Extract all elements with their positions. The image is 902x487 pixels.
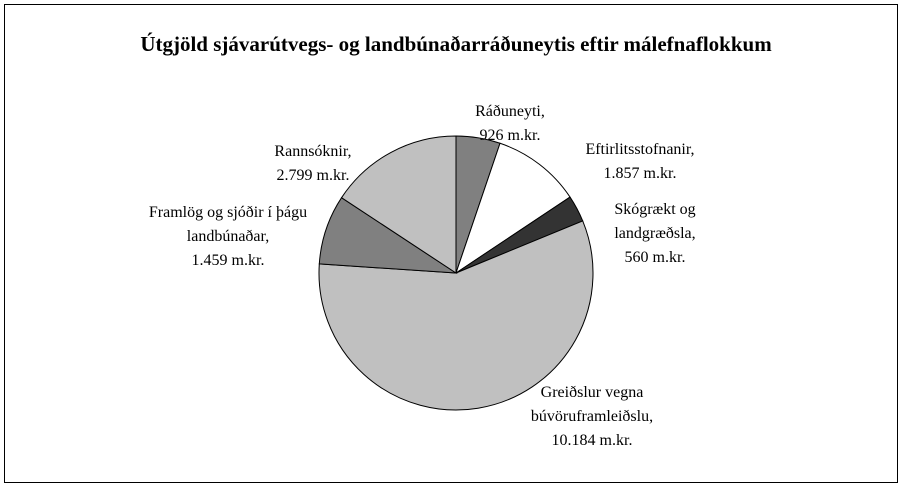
slice-label: Eftirlitsstofnanir, 1.857 m.kr.	[550, 138, 730, 186]
slice-category: Framlög og sjóðir í þágu landbúnaðar,	[148, 204, 308, 245]
slice-value: 10.184 m.kr.	[551, 432, 633, 449]
chart-title: Útgjöld sjávarútvegs- og landbúnaðarráðu…	[140, 32, 772, 56]
slice-category: Rannsóknir,	[274, 143, 352, 160]
slice-value: 1.459 m.kr.	[191, 252, 265, 269]
pie-slice	[340, 135, 457, 274]
slice-value: 926 m.kr.	[479, 127, 541, 144]
slice-category: Eftirlitsstofnanir,	[585, 141, 695, 158]
slice-category: Ráðuneyti,	[475, 103, 545, 120]
slice-category: Skógrækt og landgræðsla,	[614, 201, 696, 242]
slice-value: 2.799 m.kr.	[276, 167, 350, 184]
pie-slice	[455, 142, 571, 275]
slice-value: 1.857 m.kr.	[603, 165, 677, 182]
slice-label: Framlög og sjóðir í þágu landbúnaðar, 1.4…	[148, 201, 308, 273]
slice-label: Ráðuneyti, 926 m.kr.	[450, 100, 570, 148]
slice-category: Greiðslur vegna búvöruframleiðslu,	[530, 384, 654, 425]
slice-value: 560 m.kr.	[624, 249, 686, 266]
slice-label: Greiðslur vegna búvöruframleiðslu, 10.184…	[517, 381, 667, 453]
slice-label: Rannsóknir, 2.799 m.kr.	[248, 140, 378, 188]
slice-label: Skógrækt og landgræðsla, 560 m.kr.	[600, 198, 710, 270]
pie-slice	[318, 220, 594, 411]
